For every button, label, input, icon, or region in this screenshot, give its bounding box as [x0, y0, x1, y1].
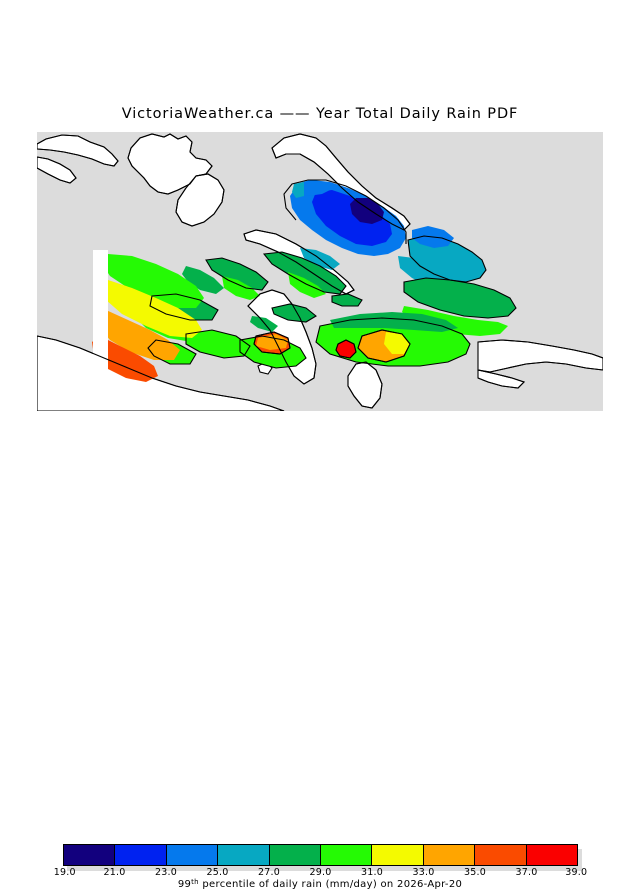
coastline-outlines — [37, 133, 603, 411]
colorbar-tick-3: 25.0 — [206, 867, 229, 878]
contour-band-25-27 — [408, 236, 486, 282]
colorbar-segment-5 — [321, 845, 373, 865]
caption-text: percentile of daily rain (mm/day) on 202… — [198, 879, 463, 890]
colorbar-tick-9: 37.0 — [515, 867, 538, 878]
colorbar-tick-6: 31.0 — [361, 867, 383, 878]
colorbar-segment-9 — [526, 845, 578, 865]
colorbar-segment-1 — [115, 845, 167, 865]
map-figure — [37, 132, 603, 411]
colorbar-caption: 99th percentile of daily rain (mm/day) o… — [0, 878, 640, 890]
colorbar-tick-7: 33.0 — [412, 867, 435, 878]
colorbar-segment-2 — [166, 845, 219, 865]
colorbar-tick-5: 29.0 — [309, 867, 332, 878]
contour-band-19-21 — [350, 198, 384, 224]
colorbar-tick-2: 23.0 — [155, 867, 177, 878]
colorbar-segment-4 — [269, 845, 322, 865]
colorbar-segment-8 — [475, 845, 527, 865]
colorbar-tick-0: 19.0 — [53, 867, 76, 878]
contour-band-27-29-b — [206, 258, 268, 290]
contour-region-southwest — [92, 250, 204, 388]
colorbar-tick-4: 27.0 — [258, 867, 280, 878]
contour-band-31-33-sw — [100, 280, 202, 338]
contour-region-north — [290, 180, 406, 256]
caption-ordinal-suffix: th — [191, 878, 199, 886]
colorbar-segment-0 — [64, 845, 116, 865]
colorbar-tick-8: 35.0 — [464, 867, 486, 878]
contour-band-21-23 — [312, 190, 392, 246]
contour-band-29-31-east — [402, 306, 508, 336]
colorbar — [63, 844, 578, 866]
screenshot-root: VictoriaWeather.ca —— Year Total Daily R… — [0, 106, 640, 890]
contour-band-27-29-east — [404, 278, 516, 318]
colorbar-tick-10: 39.0 — [565, 867, 588, 878]
colorbar-tick-1: 21.0 — [103, 867, 126, 878]
contour-band-33-35-sw — [96, 310, 180, 360]
map-panel — [0, 130, 640, 415]
colorbar-segment-7 — [423, 845, 476, 865]
colorbar-segment-6 — [372, 845, 424, 865]
page-title: VictoriaWeather.ca —— Year Total Daily R… — [121, 106, 519, 122]
caption-percentile-number: 99 — [177, 879, 192, 890]
contour-band-27-29-a — [264, 252, 346, 294]
colorbar-panel: 19.0 21.0 23.0 25.0 27.0 29.0 31.0 33.0 35.0 37.0… — [0, 418, 640, 890]
contour-band-25-27-tip — [292, 182, 304, 198]
colorbar-segment-3 — [218, 845, 270, 865]
contour-band-35-37-sw — [92, 336, 158, 382]
